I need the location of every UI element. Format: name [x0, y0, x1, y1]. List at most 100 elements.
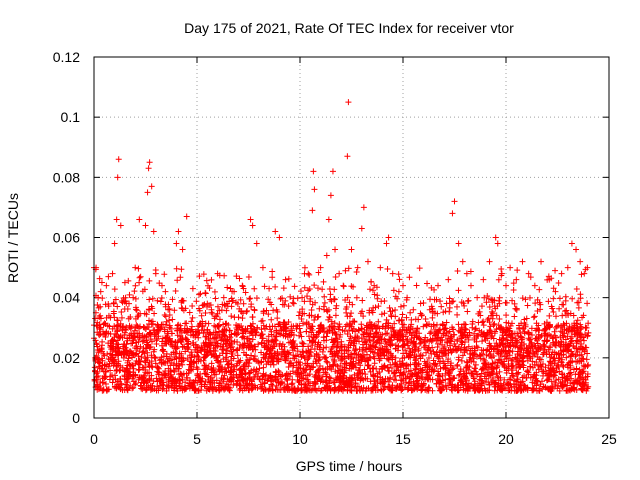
data-point — [236, 359, 243, 366]
data-point — [249, 222, 256, 229]
data-point — [242, 370, 249, 377]
data-point — [174, 327, 181, 334]
data-point — [105, 386, 112, 393]
data-point — [488, 368, 495, 375]
data-point — [440, 309, 447, 316]
data-point — [292, 369, 299, 376]
data-point — [297, 329, 304, 336]
data-point — [370, 353, 377, 360]
data-point — [570, 343, 577, 350]
data-point — [304, 362, 311, 369]
data-point — [299, 320, 306, 327]
data-point — [571, 320, 578, 327]
data-point — [145, 382, 152, 389]
data-point — [377, 352, 384, 359]
data-point — [194, 326, 201, 333]
data-point — [524, 352, 531, 359]
data-point — [99, 342, 106, 349]
data-point — [170, 362, 177, 369]
data-point — [425, 354, 432, 361]
data-point — [277, 380, 284, 387]
data-point — [165, 338, 172, 345]
data-point — [265, 387, 272, 394]
data-point — [319, 286, 326, 293]
data-point — [234, 352, 241, 359]
data-point — [372, 372, 379, 379]
data-point — [332, 384, 339, 391]
data-point — [228, 348, 235, 355]
data-point — [238, 371, 245, 378]
data-point — [340, 384, 347, 391]
data-point — [272, 376, 279, 383]
data-point — [446, 338, 453, 345]
data-point — [350, 377, 357, 384]
data-point — [94, 302, 101, 309]
data-point — [300, 343, 307, 350]
data-point — [346, 378, 353, 385]
data-point — [290, 300, 297, 307]
data-point — [291, 341, 298, 348]
data-point — [210, 366, 217, 373]
data-point — [131, 288, 138, 295]
data-point — [231, 366, 238, 373]
data-point — [213, 353, 220, 360]
data-point — [203, 340, 210, 347]
data-point — [182, 385, 189, 392]
data-point — [390, 287, 397, 294]
data-point — [470, 355, 477, 362]
data-point — [554, 385, 561, 392]
data-point — [584, 362, 591, 369]
data-point — [546, 323, 553, 330]
data-point — [453, 303, 460, 310]
data-point — [330, 362, 337, 369]
data-point — [122, 297, 129, 304]
data-point — [440, 321, 447, 328]
data-point — [265, 376, 272, 383]
data-point — [359, 297, 366, 304]
data-point — [228, 313, 235, 320]
data-point — [521, 330, 528, 337]
data-point — [151, 346, 158, 353]
data-point — [309, 342, 316, 349]
data-point — [284, 383, 291, 390]
data-point — [234, 300, 241, 307]
data-point — [560, 301, 567, 308]
data-point — [268, 316, 275, 323]
data-point — [329, 353, 336, 360]
data-point — [308, 306, 315, 313]
data-point — [282, 276, 289, 283]
data-point — [547, 365, 554, 372]
data-point — [97, 288, 104, 295]
data-point — [126, 373, 133, 380]
data-point — [441, 360, 448, 367]
data-point — [152, 270, 159, 277]
data-point — [274, 355, 281, 362]
data-point — [503, 282, 509, 289]
data-point — [272, 333, 279, 340]
data-point — [236, 345, 243, 352]
data-point — [354, 264, 361, 271]
data-point — [360, 351, 367, 358]
data-point — [525, 371, 532, 378]
data-point — [380, 323, 387, 330]
data-point — [155, 387, 162, 394]
data-point — [452, 386, 459, 393]
data-point — [239, 282, 246, 289]
data-point — [157, 298, 164, 305]
data-point — [364, 375, 371, 382]
data-point — [509, 348, 516, 355]
data-point — [224, 358, 231, 365]
data-point — [285, 275, 292, 282]
data-point — [253, 295, 260, 302]
data-point — [166, 305, 173, 312]
data-point — [429, 376, 436, 383]
data-point — [306, 387, 313, 394]
data-point — [546, 276, 553, 283]
data-point — [513, 337, 520, 344]
data-point — [412, 359, 419, 366]
data-point — [583, 356, 590, 363]
data-point — [315, 385, 322, 392]
data-point — [269, 344, 276, 351]
data-point — [391, 369, 398, 376]
data-point — [110, 300, 117, 307]
